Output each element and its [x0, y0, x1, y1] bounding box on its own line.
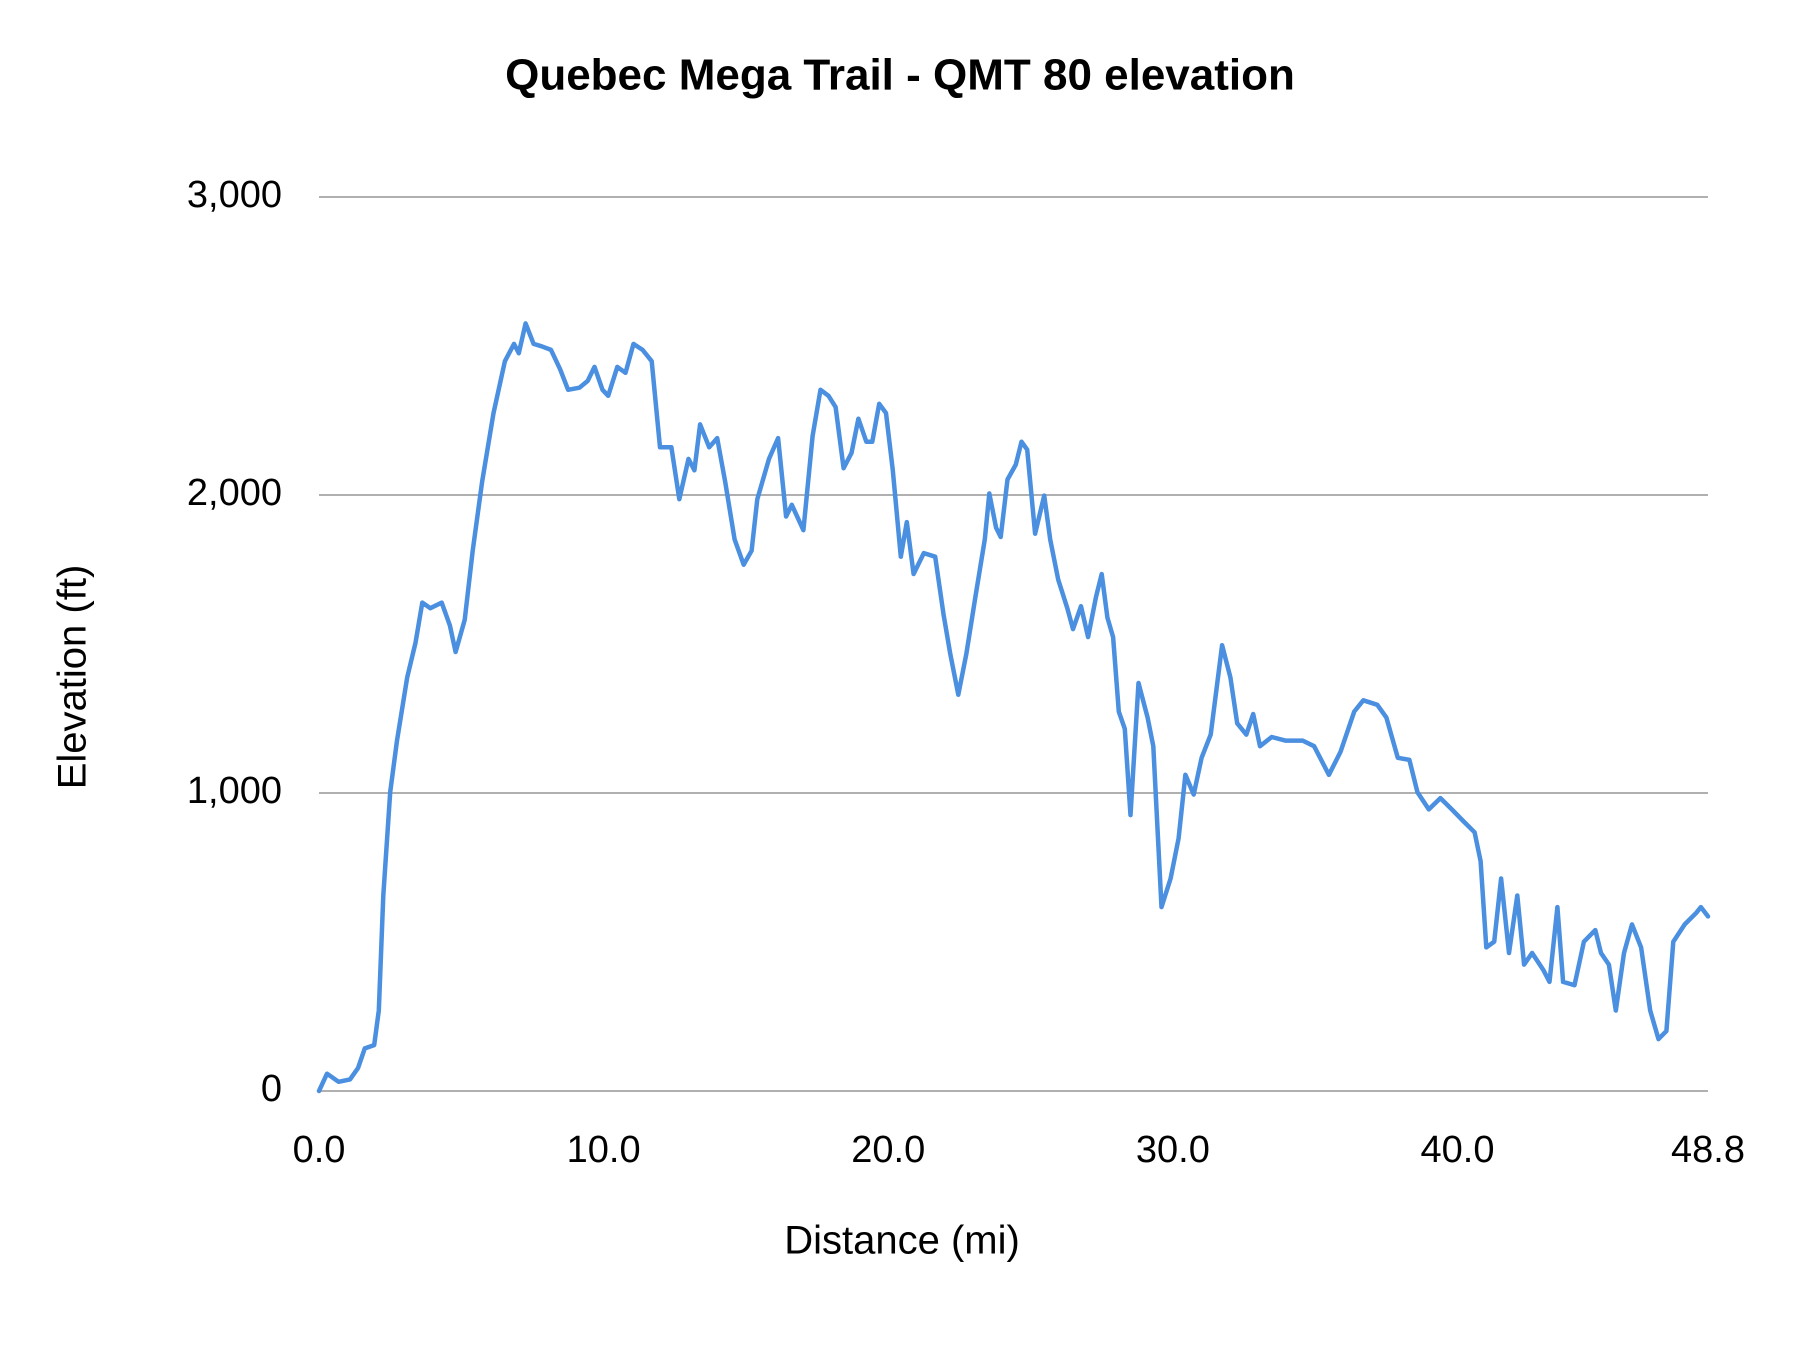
- x-tick-label: 0.0: [293, 1129, 346, 1171]
- x-tick-label: 40.0: [1421, 1129, 1495, 1171]
- y-tick-label: 2,000: [187, 472, 282, 514]
- y-tick-label: 3,000: [187, 174, 282, 216]
- chart-title: Quebec Mega Trail - QMT 80 elevation: [505, 51, 1295, 100]
- elevation-line: [316, 321, 1711, 1094]
- x-tick-label: 20.0: [851, 1129, 925, 1171]
- x-tick-label: 30.0: [1136, 1129, 1210, 1171]
- x-tick-label: 48.8: [1671, 1129, 1745, 1171]
- y-axis-label: Elevation (ft): [51, 565, 95, 790]
- x-tick-label: 10.0: [567, 1129, 641, 1171]
- y-tick-label: 0: [261, 1068, 282, 1110]
- y-tick-label: 1,000: [187, 770, 282, 812]
- x-axis-label: Distance (mi): [784, 1219, 1020, 1263]
